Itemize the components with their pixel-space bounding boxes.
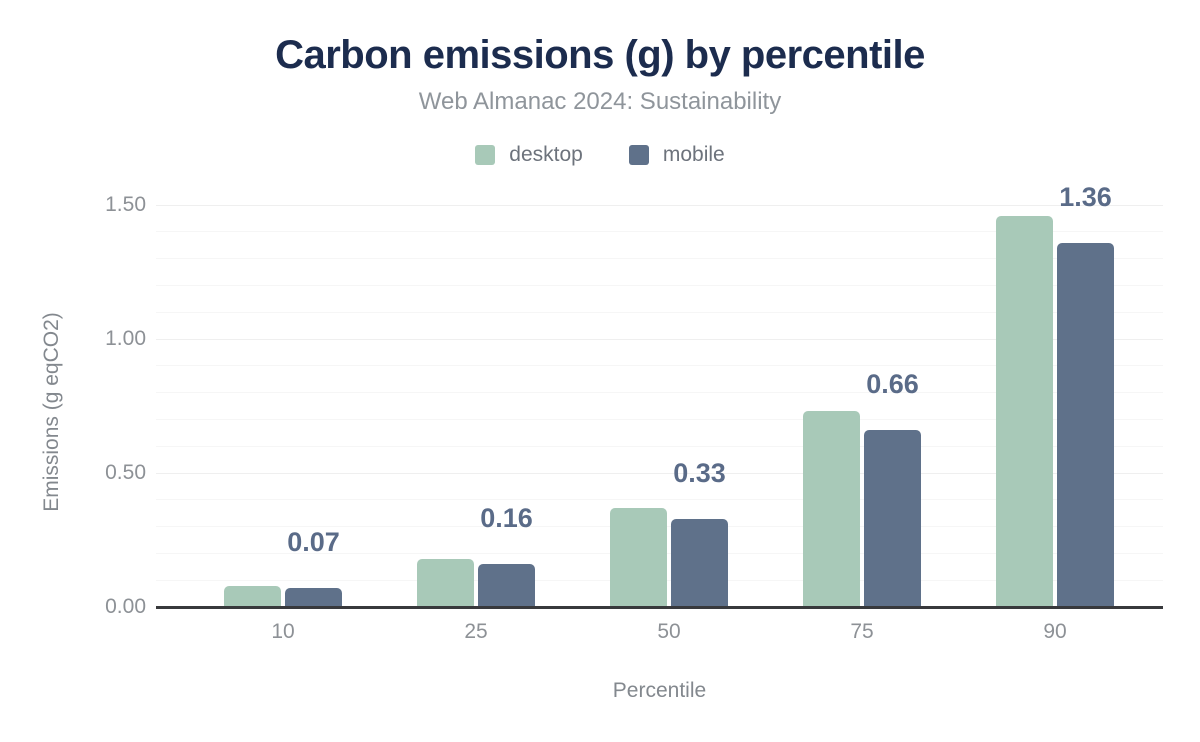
- x-axis-title: Percentile: [612, 679, 707, 702]
- gridline-minor: [156, 499, 1163, 501]
- gridline-minor: [156, 445, 1163, 447]
- bar-value-label: 0.66: [866, 369, 919, 400]
- bar-value-label: 0.33: [673, 457, 726, 488]
- gridline-minor: [156, 284, 1163, 286]
- y-tick-label: 0.00: [105, 595, 146, 618]
- bar-value-label: 0.16: [480, 503, 533, 534]
- bar-mobile-p10[interactable]: [285, 588, 342, 607]
- bar-desktop-p75[interactable]: [803, 411, 860, 607]
- y-tick-label: 1.50: [105, 193, 146, 216]
- chart-subtitle: Web Almanac 2024: Sustainability: [418, 88, 782, 115]
- x-tick-label: 10: [271, 620, 295, 643]
- gridline-minor: [156, 365, 1163, 367]
- legend-label: mobile: [662, 143, 725, 166]
- bar-value-label: 1.36: [1059, 181, 1112, 212]
- bar-mobile-p50[interactable]: [671, 518, 728, 607]
- x-tick-label: 50: [657, 620, 681, 643]
- bar-mobile-p25[interactable]: [478, 564, 535, 607]
- legend: desktop mobile: [0, 143, 1200, 167]
- bar-desktop-p50[interactable]: [610, 507, 667, 607]
- x-tick-label: 75: [850, 620, 874, 643]
- legend-label: desktop: [509, 143, 583, 166]
- bar-value-label: 0.07: [287, 527, 340, 558]
- bar-mobile-p90[interactable]: [1057, 242, 1114, 607]
- plot-area: 0.07 0.16 0.33 0.66 1.36: [156, 182, 1163, 607]
- bar-desktop-p10[interactable]: [224, 585, 281, 607]
- chart-title: Carbon emissions (g) by percentile: [275, 33, 925, 77]
- bar-desktop-p25[interactable]: [417, 558, 474, 607]
- legend-item-mobile[interactable]: mobile: [628, 143, 725, 167]
- legend-item-desktop[interactable]: desktop: [475, 143, 583, 167]
- gridline-minor: [156, 231, 1163, 233]
- legend-swatch-icon: [628, 145, 649, 165]
- bar-desktop-p90[interactable]: [996, 215, 1053, 607]
- gridline-major: [156, 338, 1163, 340]
- y-tick-label: 0.50: [105, 461, 146, 484]
- legend-swatch-icon: [475, 145, 496, 165]
- y-tick-label: 1.00: [105, 327, 146, 350]
- gridline-minor: [156, 392, 1163, 394]
- x-tick-label: 90: [1043, 620, 1067, 643]
- gridline-minor: [156, 418, 1163, 420]
- x-tick-label: 25: [464, 620, 488, 643]
- gridline-minor: [156, 311, 1163, 313]
- bar-mobile-p75[interactable]: [864, 430, 921, 607]
- x-axis-line: [156, 606, 1163, 609]
- gridline-major: [156, 472, 1163, 474]
- gridline-minor: [156, 258, 1163, 260]
- gridline-major: [156, 204, 1163, 206]
